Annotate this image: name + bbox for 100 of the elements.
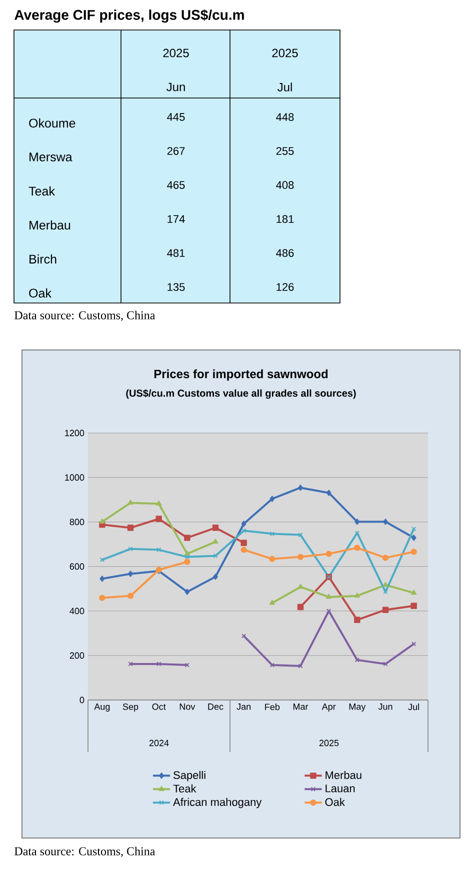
data-label: 174 [168, 215, 185, 223]
text: 2025 [272, 48, 298, 58]
point [298, 584, 304, 589]
x-tick-label: Dec [208, 704, 224, 710]
point [326, 594, 332, 599]
category-label: Birch [30, 254, 56, 264]
point [383, 518, 388, 525]
point [184, 558, 190, 565]
legend-label: African mahogany [173, 798, 262, 808]
category-label: Merbau [30, 220, 70, 230]
point [354, 592, 360, 598]
y-tick-label: 0 [80, 696, 84, 704]
point [326, 490, 332, 496]
point [297, 554, 304, 560]
point [298, 484, 303, 491]
text: Jul [278, 82, 292, 92]
point [213, 553, 218, 558]
point [99, 518, 105, 524]
data-label: 255 [276, 147, 294, 155]
x-tick-label: Apr [322, 704, 336, 712]
x-tick-label: Aug [94, 704, 110, 712]
point [100, 576, 105, 582]
category-label: Merswa [30, 152, 72, 162]
legend-label: Lauan [326, 784, 355, 792]
point [411, 590, 417, 595]
x-tick-label: Mar [293, 704, 308, 710]
data-label: 465 [167, 181, 185, 189]
y-tick-label: 200 [70, 652, 84, 659]
chart-subtitle: (US$/cu.m Customs value all grades all sources) [126, 389, 356, 399]
point [269, 556, 276, 562]
point [184, 534, 190, 541]
text: 2025 [319, 740, 339, 746]
x-tick-label: Feb [265, 704, 280, 710]
text: Average CIF prices, logs US$/cu.m [14, 9, 244, 23]
data-label: 126 [276, 283, 294, 291]
point [128, 500, 134, 505]
point [382, 554, 389, 561]
legend-label: Merbau [326, 770, 362, 780]
y-tick-label: 1000 [65, 474, 84, 481]
chart-title: Prices for imported sawnwood [154, 369, 328, 381]
point [410, 602, 417, 609]
x-tick-label: Jun [378, 704, 392, 710]
point [127, 592, 134, 599]
data-label: 445 [167, 113, 185, 121]
point [99, 594, 106, 601]
y-tick-label: 800 [70, 518, 84, 526]
text: 2024 [149, 740, 169, 746]
point [184, 588, 190, 595]
point [184, 550, 190, 556]
x-tick-label: Sep [122, 704, 138, 712]
point [383, 590, 388, 594]
point [354, 658, 360, 662]
data-label: 408 [276, 181, 294, 189]
point [240, 546, 247, 553]
point [410, 548, 417, 555]
point [241, 634, 246, 638]
point [298, 664, 303, 668]
data-label: 448 [276, 113, 294, 121]
point [241, 520, 246, 527]
data-label: 267 [167, 147, 185, 155]
text: 2025 [163, 48, 189, 58]
y-tick-label: 600 [70, 563, 84, 570]
point [212, 524, 219, 531]
category-label: Okoume [29, 118, 76, 128]
x-tick-label: Jul [408, 704, 419, 710]
point [240, 540, 247, 546]
point [383, 662, 388, 666]
point [212, 538, 218, 544]
point [270, 531, 274, 536]
category-label: Teak [28, 186, 55, 196]
point [382, 582, 388, 587]
y-tick-label: 1200 [65, 430, 84, 436]
series-label: Jun [166, 82, 185, 92]
point [354, 518, 360, 525]
point [354, 616, 360, 623]
data-label: 135 [168, 283, 185, 291]
point [156, 516, 162, 522]
point [156, 662, 162, 666]
x-tick-label: Nov [180, 704, 196, 710]
x-tick-label: May [349, 704, 366, 712]
point [128, 546, 133, 552]
legend-label: Teak [173, 784, 196, 792]
category-label: Oak [29, 288, 52, 298]
point [270, 496, 275, 502]
point [184, 554, 190, 560]
legend-label: Oak [325, 798, 345, 806]
point [184, 662, 190, 668]
x-tick-label: Oct [152, 704, 166, 710]
point [156, 547, 162, 552]
point [213, 574, 218, 580]
point [270, 662, 274, 668]
point [354, 544, 360, 551]
data-label: 481 [167, 249, 185, 257]
legend-label: Sapelli [174, 770, 206, 782]
point [411, 534, 416, 541]
data-label: 181 [276, 215, 294, 223]
point [382, 606, 389, 613]
point [297, 604, 304, 610]
source-note: Data source: Customs, China [14, 846, 156, 858]
data-label: 486 [276, 249, 294, 257]
